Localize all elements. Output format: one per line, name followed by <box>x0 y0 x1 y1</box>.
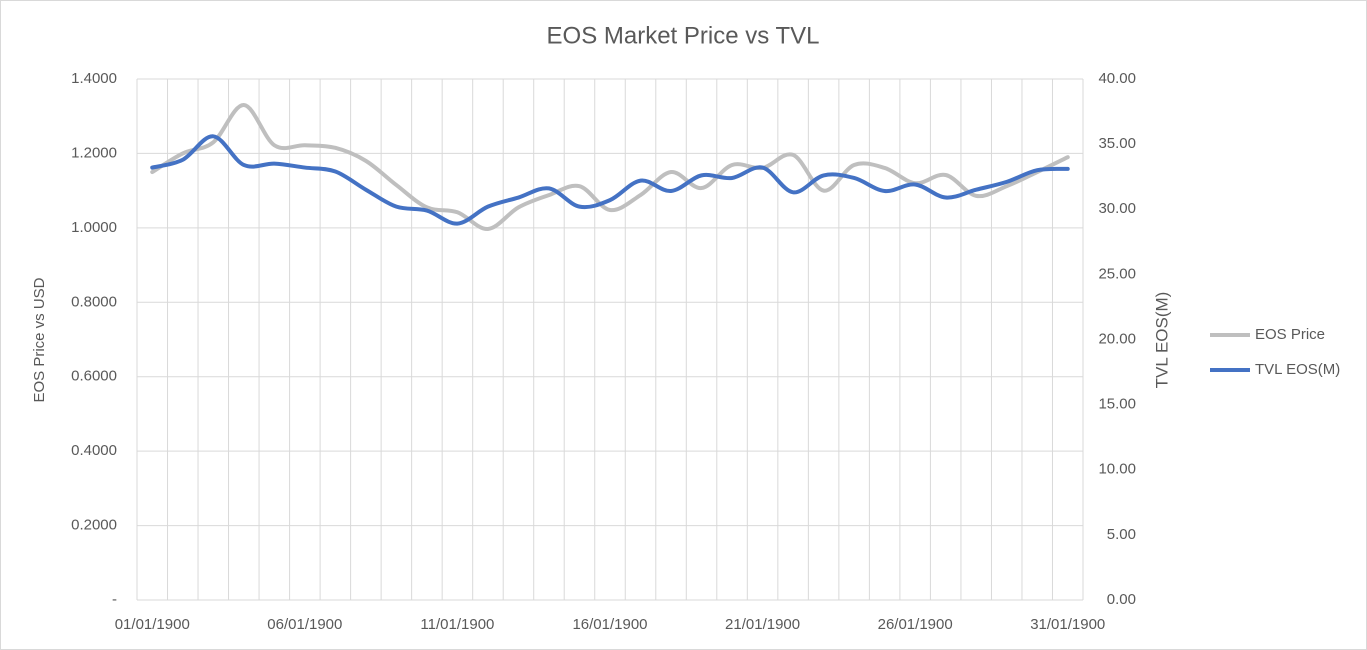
y2-tick-label: 35.00 <box>1098 135 1136 152</box>
x-tick-label: 21/01/1900 <box>725 616 800 633</box>
legend-label: EOS Price <box>1255 326 1325 343</box>
x-tick-label: 16/01/1900 <box>572 616 647 633</box>
legend-label: TVL EOS(M) <box>1255 361 1340 378</box>
y-tick-label: - <box>112 591 117 608</box>
y-tick-label: 0.6000 <box>71 368 117 385</box>
x-tick-label: 26/01/1900 <box>878 616 953 633</box>
y2-tick-label: 20.00 <box>1098 330 1136 347</box>
x-tick-label: 11/01/1900 <box>420 616 494 633</box>
x-tick-label: 06/01/1900 <box>267 616 342 633</box>
x-tick-label: 01/01/1900 <box>115 616 190 633</box>
chart-title: EOS Market Price vs TVL <box>547 22 820 49</box>
y2-tick-label: 5.00 <box>1107 526 1136 543</box>
y-tick-label: 1.2000 <box>71 144 117 161</box>
y2-tick-label: 10.00 <box>1098 461 1136 478</box>
y-tick-label: 1.0000 <box>71 219 117 236</box>
y2-tick-label: 15.00 <box>1098 396 1136 413</box>
y2-tick-label: 40.00 <box>1098 70 1136 87</box>
y2-tick-label: 0.00 <box>1107 591 1136 608</box>
x-tick-label: 31/01/1900 <box>1030 616 1105 633</box>
series-line <box>150 134 1070 226</box>
y-tick-label: 1.4000 <box>71 70 117 87</box>
y-tick-label: 0.8000 <box>71 293 117 310</box>
y2-tick-label: 25.00 <box>1098 265 1136 282</box>
y2-tick-label: 30.00 <box>1098 200 1136 217</box>
y-tick-label: 0.2000 <box>71 517 117 534</box>
y-tick-label: 0.4000 <box>71 442 117 459</box>
y2-axis-title: TVL EOS(M) <box>1152 292 1171 389</box>
y-axis-title: EOS Price vs USD <box>31 277 48 402</box>
